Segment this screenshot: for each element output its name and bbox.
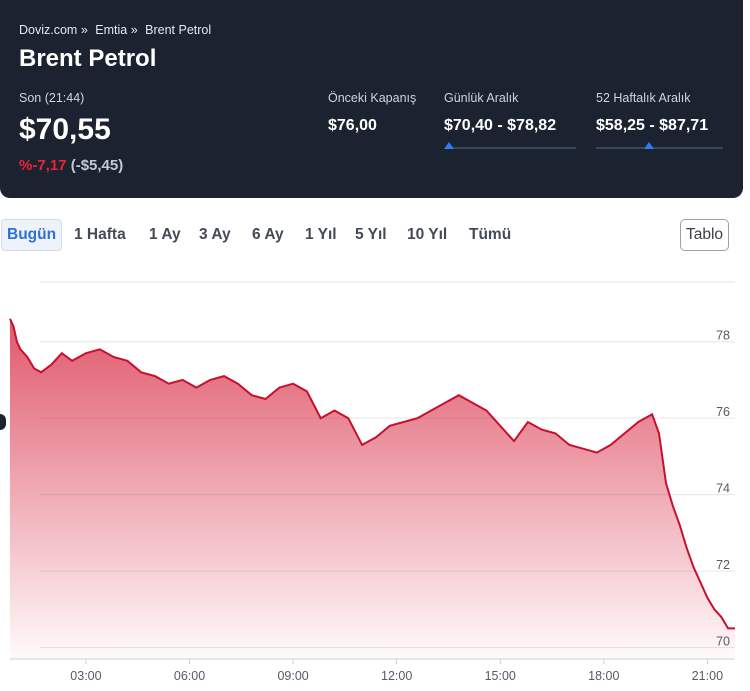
x-tick-label: 21:00 xyxy=(692,669,723,683)
tab-5-years[interactable]: 5 Yıl xyxy=(355,226,387,243)
tab-1-year[interactable]: 1 Yıl xyxy=(305,226,337,243)
y-axis-labels: 70 72 74 76 78 xyxy=(716,329,730,649)
x-tick-label: 03:00 xyxy=(70,669,101,683)
breadcrumb: Doviz.com » Emtia » Brent Petrol xyxy=(19,23,215,37)
daily-range-marker xyxy=(443,142,454,149)
x-tick-label: 06:00 xyxy=(174,669,205,683)
tab-1-month[interactable]: 1 Ay xyxy=(149,226,181,243)
tab-all[interactable]: Tümü xyxy=(469,226,512,243)
y-tick-label: 78 xyxy=(716,329,730,343)
change-percent: %-7,17 xyxy=(19,157,67,174)
x-tick-label: 12:00 xyxy=(381,669,412,683)
daily-range-value: $70,40 - $78,82 xyxy=(444,117,557,134)
page-title: Brent Petrol xyxy=(19,45,157,72)
x-tick-label: 18:00 xyxy=(588,669,619,683)
y-tick-label: 70 xyxy=(716,635,730,649)
weekly52-range-label: 52 Haftalık Aralık xyxy=(596,91,691,105)
daily-range-label: Günlük Aralık xyxy=(444,91,519,105)
daily-range-bar xyxy=(443,142,576,149)
tab-6-months[interactable]: 6 Ay xyxy=(252,226,284,243)
price-line xyxy=(9,318,735,630)
breadcrumb-item-current[interactable]: Brent Petrol xyxy=(145,23,212,37)
price-change: %-7,17 (-$5,45) xyxy=(19,157,123,174)
x-axis-labels: 03:00 06:00 09:00 12:00 15:00 18:00 21:00 xyxy=(70,669,723,683)
y-tick-label: 76 xyxy=(716,405,730,419)
weekly52-range-value: $58,25 - $87,71 xyxy=(596,117,709,134)
table-view-button[interactable]: Tablo xyxy=(680,219,730,251)
prev-close-label: Önceki Kapanış xyxy=(328,91,417,105)
weekly52-range-marker xyxy=(644,142,655,149)
x-tick-label: 09:00 xyxy=(277,669,308,683)
y-tick-label: 74 xyxy=(716,482,730,496)
breadcrumb-item-commodities[interactable]: Emtia » xyxy=(95,23,138,37)
tab-1-week[interactable]: 1 Hafta xyxy=(74,226,126,243)
prev-close-value: $76,00 xyxy=(328,117,377,134)
y-tick-label: 72 xyxy=(716,558,730,572)
last-price: $70,55 xyxy=(19,113,111,146)
last-price-label: Son (21:44) xyxy=(19,91,85,105)
tab-10-years[interactable]: 10 Yıl xyxy=(407,226,448,243)
tab-today[interactable]: Bugün xyxy=(1,219,63,251)
price-chart[interactable]: 70 72 74 76 78 03:00 06:00 09:00 12:00 15:00 18:0… xyxy=(0,262,750,691)
price-area xyxy=(10,318,735,659)
tab-3-months[interactable]: 3 Ay xyxy=(199,226,231,243)
weekly52-range-bar xyxy=(596,142,723,149)
side-handle[interactable] xyxy=(0,414,6,430)
quote-header: Doviz.com » Emtia » Brent Petrol Brent P… xyxy=(0,0,743,198)
x-tick-label: 15:00 xyxy=(485,669,516,683)
change-absolute: (-$5,45) xyxy=(70,157,124,174)
breadcrumb-item-home[interactable]: Doviz.com » xyxy=(19,23,88,37)
